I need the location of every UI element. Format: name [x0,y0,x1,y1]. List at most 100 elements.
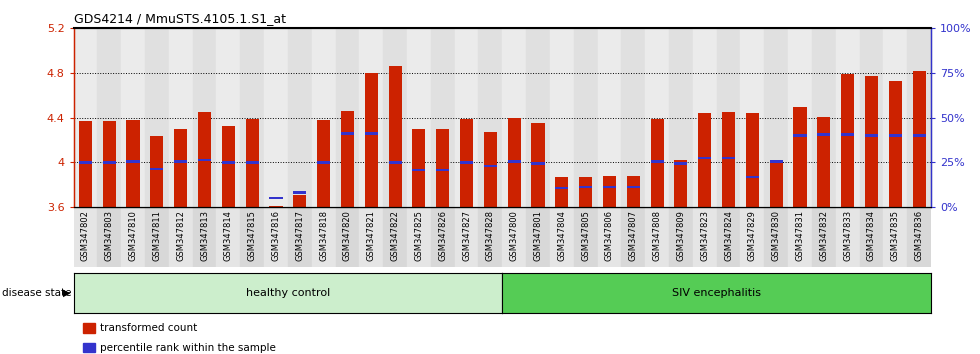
Bar [312,28,335,207]
Bar [794,107,807,207]
Bar [674,160,687,207]
Bar [811,207,836,267]
Text: GSM347836: GSM347836 [914,210,923,261]
Bar [407,28,431,207]
Text: GDS4214 / MmuSTS.4105.1.S1_at: GDS4214 / MmuSTS.4105.1.S1_at [74,12,285,25]
Bar [388,161,402,164]
Bar [484,132,497,207]
Text: GSM347823: GSM347823 [701,210,710,261]
Bar [621,207,645,267]
Bar [74,28,97,207]
Bar [698,157,711,159]
Bar [264,207,288,267]
Text: GSM347828: GSM347828 [486,210,495,261]
Bar [78,121,92,207]
Bar [407,207,431,267]
Bar [769,161,783,207]
Bar [217,207,240,267]
Bar [217,28,240,207]
Text: GSM347814: GSM347814 [223,210,233,261]
Bar [550,207,573,267]
Bar [270,206,282,207]
Bar [484,165,497,167]
Text: GSM347830: GSM347830 [771,210,781,261]
Bar [907,207,931,267]
Bar [365,73,378,207]
Bar [150,136,164,207]
Bar [221,161,235,164]
Bar [478,207,502,267]
Bar [318,161,330,164]
Bar [365,132,378,135]
Bar [413,169,425,171]
Text: GSM347803: GSM347803 [105,210,114,261]
Bar [312,207,335,267]
Bar [788,28,811,207]
Text: GSM347815: GSM347815 [248,210,257,261]
Bar [431,28,455,207]
Bar [335,28,360,207]
Bar [126,120,139,207]
Bar [722,157,735,159]
Bar [502,28,526,207]
Bar [436,129,449,207]
Bar [674,162,687,165]
Bar [746,176,759,178]
Bar [836,207,859,267]
Bar [626,176,640,207]
Bar [550,28,573,207]
Bar [907,28,931,207]
Text: GSM347831: GSM347831 [796,210,805,261]
Bar [556,177,568,207]
Bar [74,207,97,267]
Bar [859,207,883,267]
Text: GSM347835: GSM347835 [891,210,900,261]
Bar [603,176,616,207]
Bar [126,160,139,162]
Bar [293,195,307,207]
Text: GSM347817: GSM347817 [295,210,304,261]
Bar [103,121,116,207]
Bar [240,28,264,207]
Bar [746,113,759,207]
Bar [556,187,568,189]
Text: GSM347829: GSM347829 [748,210,757,261]
Text: GSM347812: GSM347812 [176,210,185,261]
Bar [103,161,116,164]
Bar [883,28,907,207]
Bar [78,161,92,164]
Text: GSM347832: GSM347832 [819,210,828,261]
Bar [817,116,830,207]
Bar [722,112,735,207]
Bar [716,28,741,207]
Bar [693,28,716,207]
Bar [651,119,663,207]
Bar [669,207,693,267]
Bar [579,177,592,207]
Bar [169,28,193,207]
Bar [889,135,902,137]
Text: GSM347822: GSM347822 [391,210,400,261]
Bar [198,112,211,207]
Bar [573,207,598,267]
Bar [741,207,764,267]
Bar [436,169,449,171]
Bar [193,28,217,207]
Bar [508,160,520,162]
Text: percentile rank within the sample: percentile rank within the sample [100,343,275,353]
Bar [573,28,598,207]
Bar [859,28,883,207]
Bar [169,207,193,267]
Bar [912,71,926,207]
Text: GSM347813: GSM347813 [200,210,209,261]
Bar [478,28,502,207]
Bar [413,129,425,207]
Bar [122,28,145,207]
Bar [841,133,855,136]
Bar [122,207,145,267]
Bar [293,191,307,194]
Bar [145,207,169,267]
Bar [531,162,545,165]
Bar [889,81,902,207]
Text: GSM347825: GSM347825 [415,210,423,261]
